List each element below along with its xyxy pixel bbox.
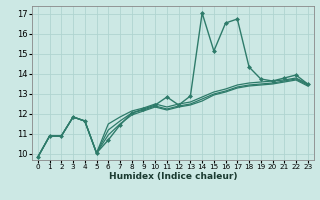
X-axis label: Humidex (Indice chaleur): Humidex (Indice chaleur): [108, 172, 237, 181]
